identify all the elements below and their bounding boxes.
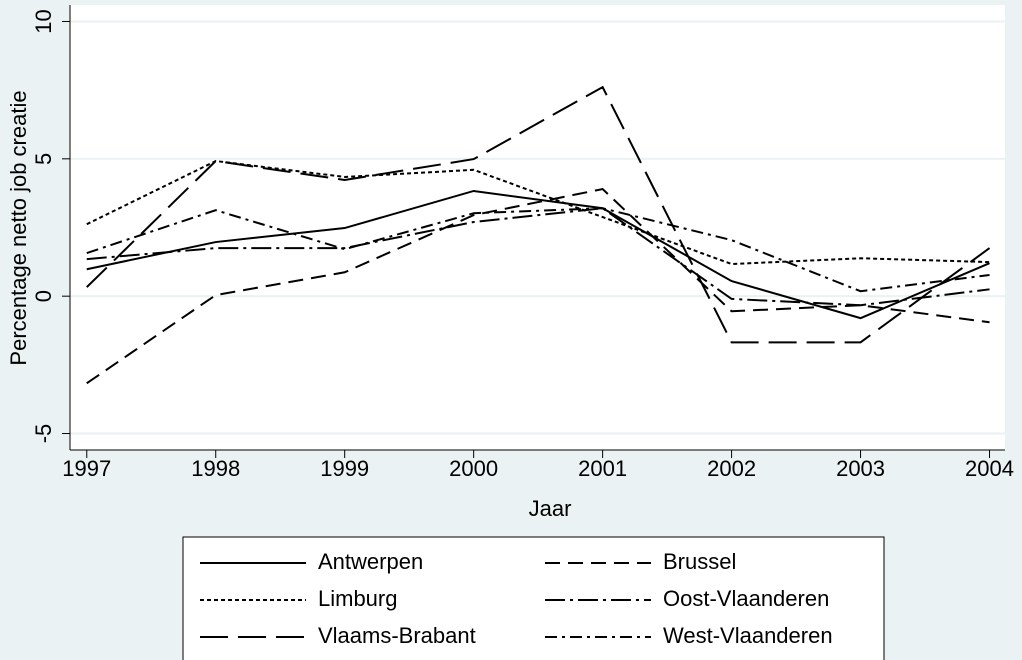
series-line — [86, 159, 990, 266]
x-tick-label: 2003 — [836, 456, 885, 481]
series-line — [86, 187, 990, 385]
series-line — [86, 189, 990, 320]
legend-label: Oost-Vlaanderen — [663, 586, 829, 611]
x-tick-label: 1997 — [62, 456, 111, 481]
y-tick-label: 5 — [31, 153, 56, 165]
legend-label: Antwerpen — [318, 549, 423, 574]
legend-label: West-Vlaanderen — [663, 623, 833, 648]
legend-box — [182, 536, 885, 660]
legend-label: Vlaams-Brabant — [318, 623, 476, 648]
x-tick-label: 2000 — [449, 456, 498, 481]
y-tick-label: 10 — [31, 9, 56, 33]
plot-area — [70, 5, 1005, 450]
x-tick-label: 2002 — [707, 456, 756, 481]
x-tick-label: 1998 — [191, 456, 240, 481]
x-tick-label: 2001 — [578, 456, 627, 481]
y-axis-title: Percentage netto job creatie — [6, 90, 31, 365]
x-tick-label: 2004 — [965, 456, 1014, 481]
x-axis-title: Jaar — [529, 496, 572, 521]
legend-label: Brussel — [663, 549, 736, 574]
series-line — [86, 207, 990, 307]
y-tick-label: 0 — [31, 290, 56, 302]
legend-label: Limburg — [318, 586, 397, 611]
series-line — [86, 207, 990, 293]
x-tick-label: 1999 — [320, 456, 369, 481]
y-tick-label: -5 — [31, 424, 56, 444]
series-line — [86, 85, 991, 344]
